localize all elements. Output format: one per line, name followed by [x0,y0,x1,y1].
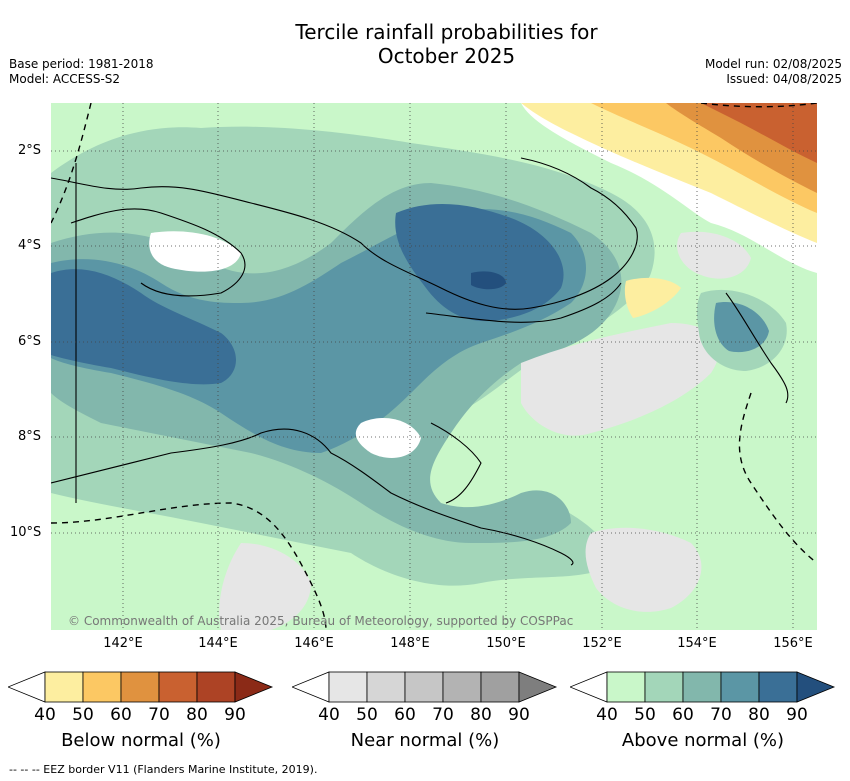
colorbar-near-normal [292,671,558,703]
lon-label-150e: 150°E [486,636,526,651]
colorbar-below-title: Below normal (%) [61,730,221,751]
colorbar-tick-label: 90 [224,705,246,725]
colorbar-tick-label: 40 [34,705,56,725]
model-run: Model run: 02/08/2025 [704,57,842,71]
colorbar-swatch [480,671,520,703]
white-gap-south [355,418,421,458]
title-line-1: Tercile rainfall probabilities for [295,20,598,44]
coastlines [51,157,789,566]
colorbar-extend-high [518,671,558,703]
colorbar-swatch [120,671,160,703]
colorbar-swatch [328,671,368,703]
lon-label-152e: 152°E [582,636,622,651]
colorbar-swatch [442,671,482,703]
lat-label-2s: 2°S [18,143,42,158]
near-normal-40-southeast [585,527,702,612]
eez-border-note: -- -- -- EEZ border V11 (Flanders Marine… [9,763,318,776]
above-normal-80-region-central [395,203,564,322]
colorbar-swatch [196,671,236,703]
north-coast-line [51,157,638,310]
colorbar-swatch [720,671,760,703]
near-normal-40-east [521,323,719,436]
lat-label-8s: 8°S [18,429,42,444]
colorbar-swatch [404,671,444,703]
colorbar-above-normal [570,671,836,703]
below-normal-70-region [701,103,817,163]
below-normal-40-patch [624,277,681,318]
colorbar-extend-low [8,671,46,703]
colorbar-swatch [366,671,406,703]
colorbar-tick-label: 70 [710,705,732,725]
colorbar-tick-label: 90 [786,705,808,725]
above-normal-90-region [471,271,506,290]
colorbar-below-swatches [8,671,274,703]
east-island-70-region [714,302,769,353]
eez-northwest [51,103,92,224]
colorbar-tick-label: 70 [148,705,170,725]
near-normal-40-south [219,543,311,630]
colorbar-tick-label: 50 [634,705,656,725]
new-britain-line [425,282,622,323]
above-normal-80-region-west [51,269,236,385]
eez-borders [51,103,817,630]
colorbar-swatch [44,671,84,703]
lon-label-144e: 144°E [198,636,238,651]
sepik-boundary-line [70,208,246,297]
colorbar-tick-label: 70 [432,705,454,725]
colorbar-extend-low [292,671,330,703]
peninsula-line [430,422,482,504]
lon-label-142e: 142°E [103,636,143,651]
near-normal-40-northeast [677,231,751,279]
colorbar-tick-label: 60 [672,705,694,725]
colorbar-swatch [682,671,722,703]
colorbar-above-swatches [570,671,836,703]
chart-title: Tercile rainfall probabilities for Octob… [0,20,850,68]
lon-label-154e: 154°E [677,636,717,651]
lat-label-4s: 4°S [18,238,42,253]
model-info: Base period: 1981-2018 Model: ACCESS-S2 [9,57,154,87]
colorbar-tick-label: 80 [748,705,770,725]
colorbar-tick-label: 60 [110,705,132,725]
lon-label-148e: 148°E [390,636,430,651]
colorbar-tick-label: 80 [470,705,492,725]
colorbar-swatch [644,671,684,703]
colorbar-tick-label: 60 [394,705,416,725]
white-gap-west [149,231,241,272]
map-area[interactable] [51,103,817,630]
lat-label-6s: 6°S [18,334,42,349]
model-name: Model: ACCESS-S2 [9,72,121,86]
colorbar-above-title: Above normal (%) [621,730,785,751]
colorbar-near-title: Near normal (%) [350,730,500,751]
colorbar-tick-label: 50 [72,705,94,725]
title-line-2: October 2025 [377,44,516,68]
colorbar-swatch [82,671,122,703]
eez-east [738,392,817,564]
colorbar-tick-label: 80 [186,705,208,725]
bougainville-line [725,292,789,404]
colorbar-swatch [606,671,646,703]
south-coast-line [51,428,574,566]
base-period: Base period: 1981-2018 [9,57,154,71]
colorbar-extend-high [796,671,836,703]
issued-date: Issued: 04/08/2025 [726,72,842,86]
colorbar-extend-low [570,671,608,703]
lon-label-156e: 156°E [773,636,813,651]
lat-label-10s: 10°S [10,525,42,540]
colorbar-tick-label: 90 [508,705,530,725]
colorbar-below-normal [8,671,274,703]
colorbar-tick-label: 50 [356,705,378,725]
colorbar-near-swatches [292,671,558,703]
eez-south [51,502,327,630]
run-info: Model run: 02/08/2025 Issued: 04/08/2025 [705,57,842,87]
colorbar-extend-high [234,671,274,703]
colorbar-tick-label: 40 [318,705,340,725]
colorbar-swatch [758,671,798,703]
colorbar-tick-label: 40 [596,705,618,725]
copyright-credit: © Commonwealth of Australia 2025, Bureau… [68,614,574,628]
lon-label-146e: 146°E [294,636,334,651]
map-svg [51,103,817,630]
eez-north [700,103,817,108]
colorbar-swatch [158,671,198,703]
